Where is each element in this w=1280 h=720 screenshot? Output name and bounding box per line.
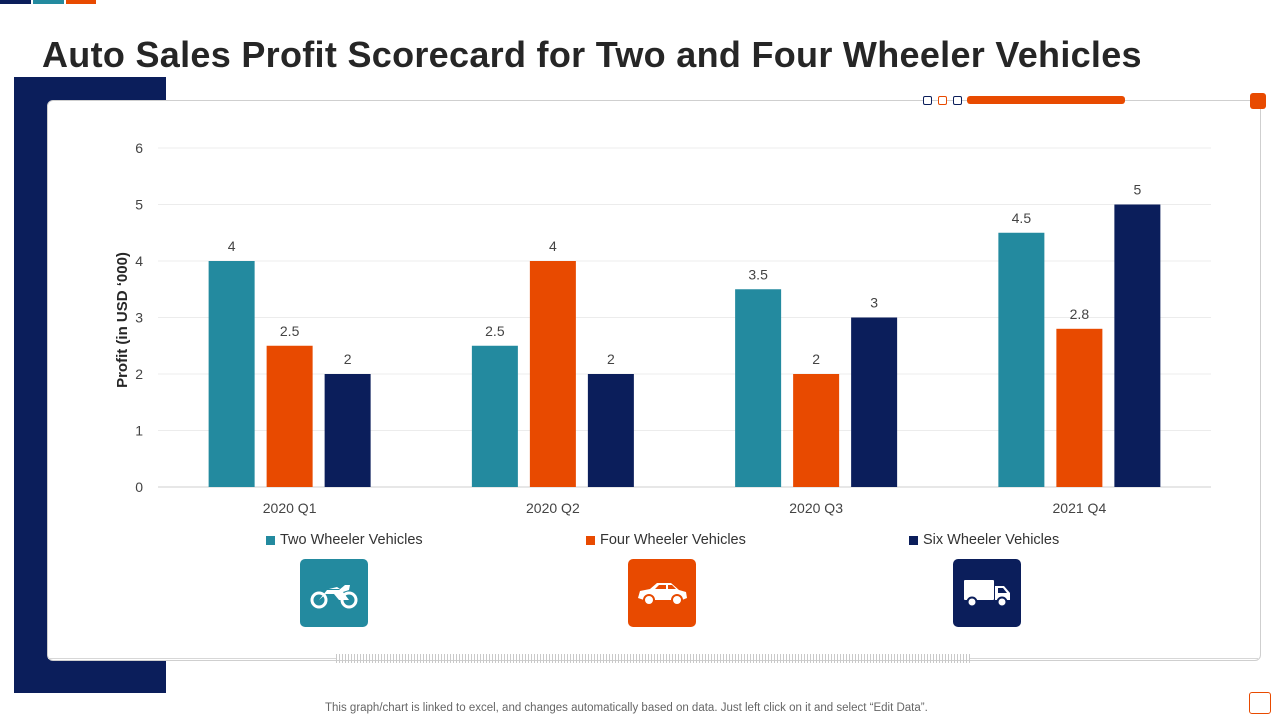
deco-dot-navy-2 <box>953 96 962 105</box>
accent-strip-orange <box>66 0 96 4</box>
legend-label: Two Wheeler Vehicles <box>280 532 423 548</box>
y-tick-label: 6 <box>135 140 143 156</box>
deco-dot-navy <box>923 96 932 105</box>
deco-orange-square <box>1250 93 1266 109</box>
bar <box>529 261 576 487</box>
data-label: 2.5 <box>485 323 505 339</box>
data-label: 2 <box>344 351 352 367</box>
legend-item-four-wheeler: Four Wheeler Vehicles <box>586 531 746 549</box>
legend-swatch-teal <box>266 535 275 545</box>
data-label: 2.5 <box>280 323 300 339</box>
data-label: 2 <box>607 351 615 367</box>
data-label: 2.8 <box>1070 306 1090 322</box>
x-tick-label: 2020 Q2 <box>526 500 580 516</box>
hatch-pattern <box>336 654 970 663</box>
y-tick-label: 5 <box>135 197 143 213</box>
y-tick-label: 0 <box>135 479 143 495</box>
bar <box>998 232 1045 487</box>
y-tick-label: 2 <box>135 366 143 382</box>
deco-dot-orange <box>938 96 947 105</box>
truck-icon <box>964 580 1010 608</box>
legend-item-two-wheeler: Two Wheeler Vehicles <box>266 531 423 549</box>
bar <box>266 345 313 487</box>
motorcycle-tile <box>300 559 368 627</box>
bar <box>471 345 518 487</box>
data-label: 4 <box>228 238 236 254</box>
legend-label: Four Wheeler Vehicles <box>600 532 746 548</box>
y-tick-label: 1 <box>135 423 143 439</box>
bar <box>1114 204 1161 487</box>
data-label: 3.5 <box>748 266 768 282</box>
legend-swatch-orange <box>586 535 595 545</box>
data-label: 4 <box>549 238 557 254</box>
accent-strip-navy <box>0 0 31 4</box>
bar <box>324 374 371 487</box>
hatch-line-right <box>970 658 1258 659</box>
x-tick-label: 2020 Q1 <box>263 500 317 516</box>
y-tick-label: 4 <box>135 253 143 269</box>
y-tick-label: 3 <box>135 310 143 326</box>
legend-swatch-navy <box>909 535 918 545</box>
x-tick-label: 2020 Q3 <box>789 500 843 516</box>
data-label: 2 <box>812 351 820 367</box>
bar <box>587 374 634 487</box>
data-label: 5 <box>1133 182 1141 198</box>
data-label: 4.5 <box>1012 210 1032 226</box>
footer-note: This graph/chart is linked to excel, and… <box>325 702 928 714</box>
hatch-line-left <box>48 658 336 659</box>
accent-strip-teal <box>33 0 64 4</box>
bar <box>793 374 840 487</box>
legend-label: Six Wheeler Vehicles <box>923 532 1060 548</box>
motorcycle-icon <box>310 585 358 609</box>
truck-tile <box>953 559 1021 627</box>
corner-box <box>1249 692 1271 714</box>
deco-orange-bar <box>967 96 1125 104</box>
x-tick-label: 2021 Q4 <box>1053 500 1107 516</box>
bar <box>735 289 782 487</box>
car-icon <box>638 583 687 606</box>
data-label: 3 <box>870 295 878 311</box>
page-title: Auto Sales Profit Scorecard for Two and … <box>42 34 1142 75</box>
bar <box>1056 328 1103 487</box>
y-axis-label: Profit (in USD ‘000) <box>114 252 131 388</box>
car-tile <box>628 559 696 627</box>
legend-item-six-wheeler: Six Wheeler Vehicles <box>909 531 1059 549</box>
bar <box>851 317 898 487</box>
bar <box>208 261 255 487</box>
